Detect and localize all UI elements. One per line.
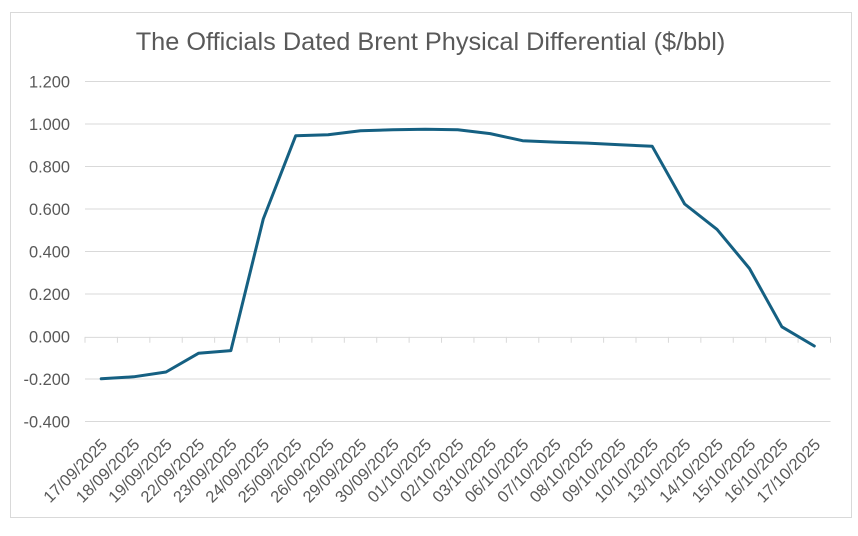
svg-text:1.200: 1.200 bbox=[29, 74, 70, 92]
svg-text:0.200: 0.200 bbox=[29, 286, 70, 304]
svg-text:1.000: 1.000 bbox=[29, 116, 70, 134]
svg-text:0.400: 0.400 bbox=[29, 244, 70, 262]
svg-text:-0.200: -0.200 bbox=[24, 371, 70, 389]
svg-text:-0.400: -0.400 bbox=[24, 414, 70, 432]
svg-text:0.600: 0.600 bbox=[29, 201, 70, 219]
svg-text:0.800: 0.800 bbox=[29, 159, 70, 177]
svg-text:The Officials Dated Brent Phys: The Officials Dated Brent Physical Diffe… bbox=[136, 28, 726, 56]
svg-text:0.000: 0.000 bbox=[29, 329, 70, 347]
